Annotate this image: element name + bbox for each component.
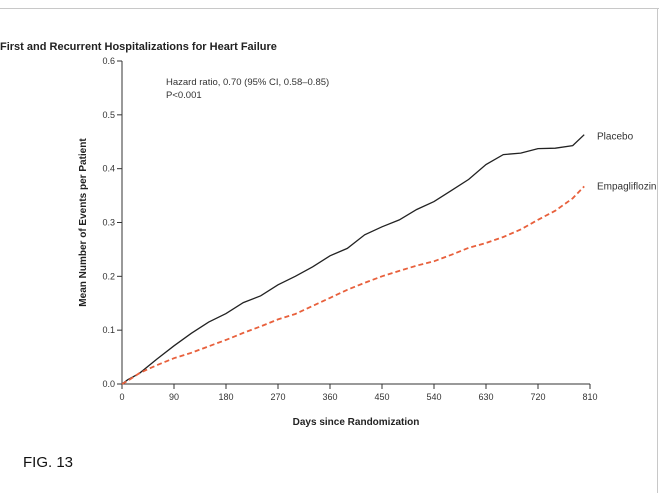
y-tick-label: 0.0 bbox=[102, 379, 115, 389]
y-tick-label: 0.5 bbox=[102, 110, 115, 120]
y-tick-label: 0.3 bbox=[102, 218, 115, 228]
x-tick-label: 810 bbox=[582, 392, 597, 402]
y-tick-label: 0.2 bbox=[102, 271, 115, 281]
x-tick-label: 360 bbox=[322, 392, 337, 402]
y-tick-label: 0.4 bbox=[102, 164, 115, 174]
x-tick-label: 180 bbox=[218, 392, 233, 402]
x-tick-label: 540 bbox=[426, 392, 441, 402]
x-tick-label: 270 bbox=[270, 392, 285, 402]
placebo-series-label: Placebo bbox=[597, 131, 634, 142]
empagliflozin-series-line bbox=[121, 185, 585, 385]
x-axis-title: Days since Randomization bbox=[293, 417, 420, 428]
y-axis-title: Mean Number of Events per Patient bbox=[78, 138, 89, 307]
labels-layer: Hazard ratio, 0.70 (95% CI, 0.58–0.85) P<… bbox=[166, 77, 656, 192]
empagliflozin-series-label: Empagliflozin bbox=[597, 181, 656, 192]
axes: 0.0 0.1 0.2 0.3 0.4 0.5 0.6 0 90 180 270 360 450 540 6… bbox=[78, 56, 598, 428]
frame-right-border bbox=[657, 8, 658, 493]
x-tick-label: 720 bbox=[530, 392, 545, 402]
y-tick-label: 0.1 bbox=[102, 325, 115, 335]
chart-title: First and Recurrent Hospitalizations for… bbox=[0, 41, 277, 53]
x-tick-label: 630 bbox=[478, 392, 493, 402]
x-tick-label: 90 bbox=[169, 392, 179, 402]
frame-top-border bbox=[0, 8, 659, 9]
y-tick-label: 0.6 bbox=[102, 56, 115, 66]
series-layer bbox=[121, 134, 585, 385]
placebo-series-line bbox=[121, 134, 585, 385]
x-tick-label: 0 bbox=[119, 392, 124, 402]
hazard-ratio-annotation: P<0.001 bbox=[166, 90, 202, 101]
x-tick-label: 450 bbox=[374, 392, 389, 402]
figure-caption: FIG. 13 bbox=[23, 454, 74, 471]
hazard-ratio-annotation: Hazard ratio, 0.70 (95% CI, 0.58–0.85) bbox=[166, 77, 329, 88]
